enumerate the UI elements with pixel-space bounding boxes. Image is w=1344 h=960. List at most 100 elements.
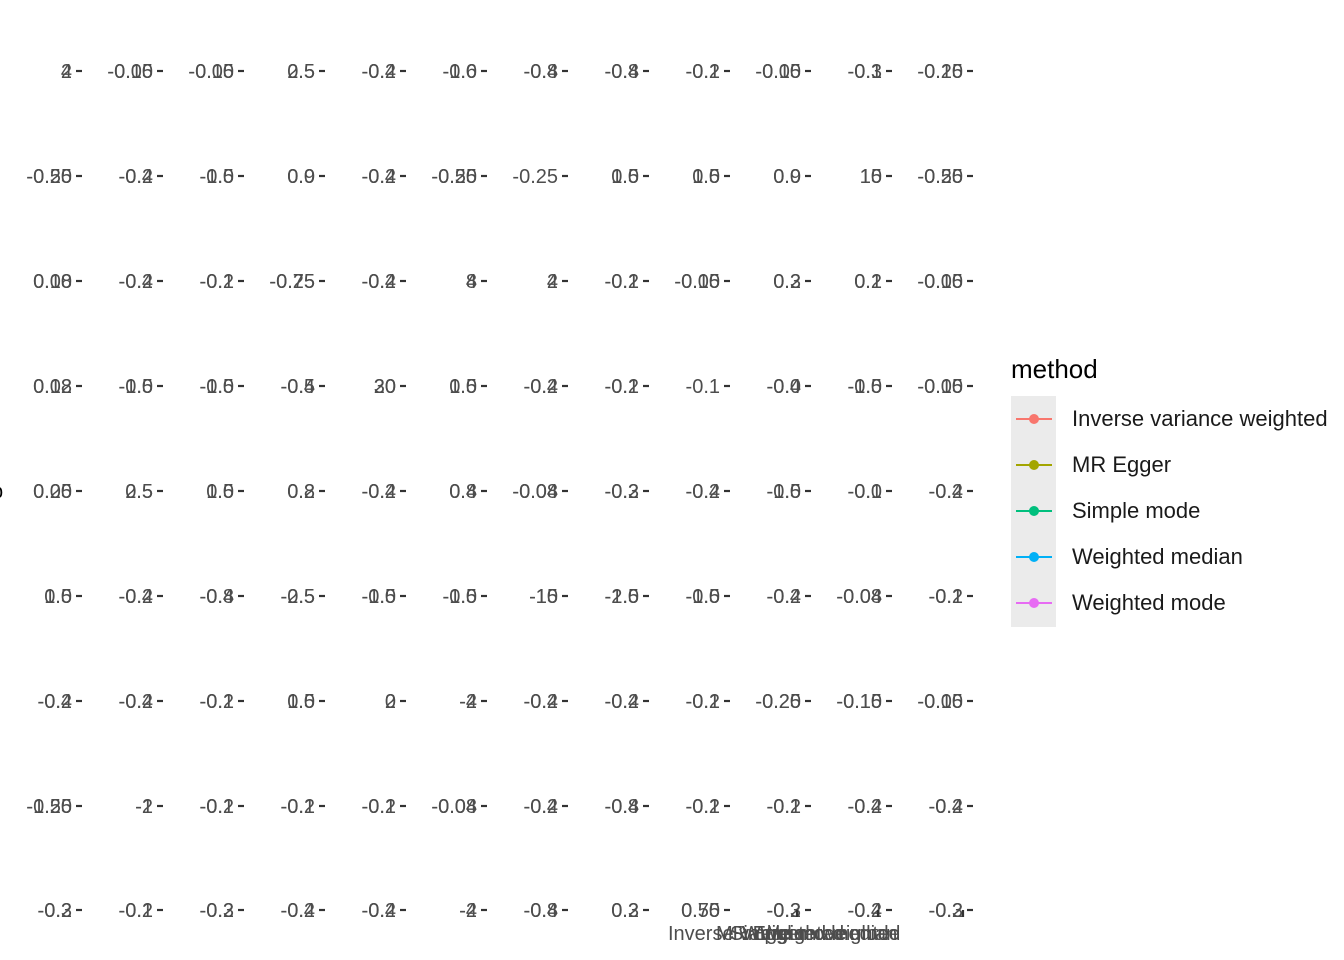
- y-tick-label: -0.2: [362, 796, 396, 818]
- legend-label: Weighted mode: [1072, 590, 1226, 615]
- legend-dot: [1029, 552, 1039, 562]
- legend-item-mr-egger: MR Egger: [1011, 442, 1344, 488]
- y-tick-label: -2.5: [281, 586, 315, 608]
- y-tick-label: -0.2: [200, 271, 234, 293]
- y-tick-label: -1: [135, 796, 153, 818]
- y-tick-label: -0.8: [605, 796, 639, 818]
- y-tick-label: 2.5: [125, 481, 153, 503]
- y-tick-label: -1.0: [686, 586, 720, 608]
- y-tick-label: 0.4: [449, 481, 477, 503]
- y-tick-label: -0.4: [362, 61, 396, 83]
- y-tick-label: 0.3: [773, 271, 801, 293]
- y-tick-label: 2: [385, 691, 396, 713]
- y-tick-label: -0.2: [362, 166, 396, 188]
- y-tick-label: -0.1: [929, 586, 963, 608]
- facet-plot: 24 -0.05-0.10 -0.05-0.10 2.50.5 -0.2-0.4 -0.6…: [0, 61, 973, 945]
- y-tick-label: -0.4: [848, 796, 882, 818]
- y-tick-label: -0.05: [188, 61, 234, 83]
- y-tick-label: -0.1: [281, 796, 315, 818]
- y-tick-label: -0.50: [26, 796, 72, 818]
- y-tick-label: 0.25: [33, 481, 72, 503]
- y-tick-label: -0.05: [107, 61, 153, 83]
- y-tick-label: -0.10: [917, 691, 963, 713]
- y-tick-label: -0.3: [767, 900, 801, 922]
- y-tick-label: -0.25: [269, 271, 315, 293]
- y-tick-label: 0.3: [611, 900, 639, 922]
- y-tick-label: -0.4: [362, 481, 396, 503]
- x-tick-label: MR Egger: [716, 923, 806, 945]
- y-tick-label: -0.10: [107, 61, 153, 83]
- x-tick-label: Weighted mode: [760, 923, 900, 945]
- y-tick-label: -0.2: [929, 481, 963, 503]
- y-tick-label: -1.0: [848, 376, 882, 398]
- y-tick-label: -0.4: [362, 166, 396, 188]
- y-tick-label: -0.4: [200, 586, 234, 608]
- y-tick-label: -0.05: [917, 271, 963, 293]
- legend-dot: [1029, 598, 1039, 608]
- y-tick-label: 4: [466, 271, 477, 293]
- y-tick-label: -0.8: [200, 586, 234, 608]
- y-tick-label: -0.10: [755, 61, 801, 83]
- y-tick-label: -0.5: [281, 376, 315, 398]
- y-tick-label: -4: [459, 900, 477, 922]
- y-tick-label: -0.04: [836, 586, 882, 608]
- legend-dot: [1029, 506, 1039, 516]
- y-tick-label: 0.2: [611, 900, 639, 922]
- y-tick-label: -1.0: [605, 586, 639, 608]
- y-tick-label: -0.0: [848, 481, 882, 503]
- y-tick-label: -0.8: [524, 61, 558, 83]
- y-tick-label: 1.0: [449, 376, 477, 398]
- y-tick-label: -0.4: [605, 691, 639, 713]
- y-tick-label: 0.0: [287, 166, 315, 188]
- y-tick-label: -0.3: [929, 900, 963, 922]
- y-axis-title-fragment: b: [0, 481, 3, 503]
- y-tick-label: -0.2: [929, 586, 963, 608]
- y-tick-label: 0.8: [287, 481, 315, 503]
- y-tick-label: -0.50: [917, 166, 963, 188]
- y-tick-label: -0.1: [200, 796, 234, 818]
- y-tick-label: -0.2: [686, 796, 720, 818]
- legend-label: Simple mode: [1072, 498, 1201, 523]
- y-tick-label: 8: [466, 271, 477, 293]
- y-tick-label: -0.3: [38, 900, 72, 922]
- y-tick-label: -0.10: [674, 271, 720, 293]
- y-tick-label: -0.1: [686, 376, 720, 398]
- y-tick-label: -0.10: [836, 691, 882, 713]
- y-tick-label: 10: [860, 166, 882, 188]
- y-tick-label: -0.75: [269, 271, 315, 293]
- y-tick-label: -0.1: [605, 376, 639, 398]
- y-tick-label: 0.5: [287, 61, 315, 83]
- y-tick-label: -0.50: [431, 166, 477, 188]
- y-tick-label: 1.0: [611, 166, 639, 188]
- y-tick-label: -0.4: [362, 900, 396, 922]
- y-tick-label: -4: [459, 691, 477, 713]
- y-tick-label: -0.05: [917, 691, 963, 713]
- y-tick-label: 0.8: [449, 481, 477, 503]
- y-tick-label: -0.04: [431, 796, 477, 818]
- y-tick-label: 0.9: [287, 166, 315, 188]
- y-tick-label: -0.4: [119, 271, 153, 293]
- y-tick-label: -0.5: [443, 586, 477, 608]
- y-tick-label: -0.5: [362, 586, 396, 608]
- y-tick-label: 0.75: [681, 900, 720, 922]
- y-tick-label: -0.5: [200, 166, 234, 188]
- y-tick-label: -0.1: [119, 900, 153, 922]
- y-tick-label: -1.0: [767, 481, 801, 503]
- y-tick-label: -1.0: [200, 376, 234, 398]
- y-tick-label: -0.1: [200, 691, 234, 713]
- y-tick-label: -0.2: [605, 376, 639, 398]
- y-tick-label: -1.0: [362, 586, 396, 608]
- y-tick-label: -0.3: [605, 481, 639, 503]
- y-tick-label: -0.2: [362, 481, 396, 503]
- y-tick-label: 4: [61, 61, 72, 83]
- y-tick-label: -0.2: [929, 900, 963, 922]
- y-tick-label: -0.1: [686, 61, 720, 83]
- y-tick-label: 0.5: [449, 376, 477, 398]
- y-tick-label: -1.0: [119, 376, 153, 398]
- y-tick-label: -0.2: [281, 796, 315, 818]
- y-tick-label: -0.2: [119, 900, 153, 922]
- y-tick-label: -0.4: [524, 691, 558, 713]
- y-tick-label: -0.4: [686, 481, 720, 503]
- y-tick-label: -0.05: [674, 271, 720, 293]
- y-tick-label: -2: [459, 691, 477, 713]
